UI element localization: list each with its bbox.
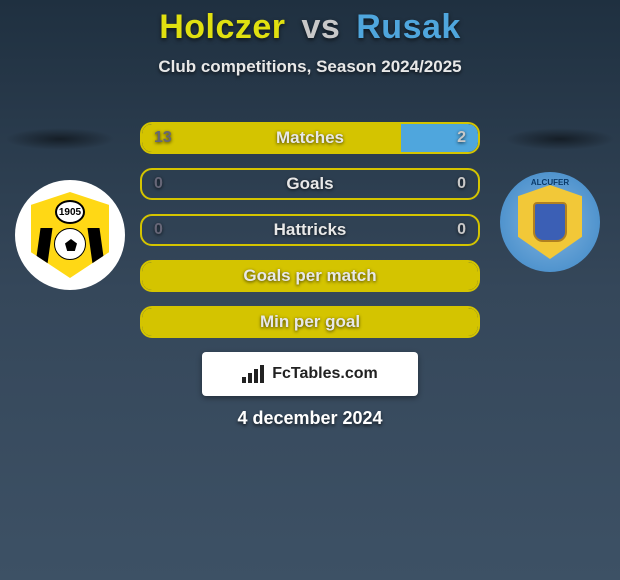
stat-bar-gpm: Goals per match (140, 260, 480, 292)
bars-icon (242, 365, 264, 383)
stat-bar-matches: 13 Matches 2 (140, 122, 480, 154)
stat-bar-hattricks: 0 Hattricks 0 (140, 214, 480, 246)
stat-label: Goals per match (243, 266, 376, 286)
stat-bar-mpg: Min per goal (140, 306, 480, 338)
shield-icon: 1905 (31, 192, 109, 278)
header: Holczer vs Rusak Club competitions, Seas… (0, 0, 620, 77)
subtitle: Club competitions, Season 2024/2025 (0, 57, 620, 77)
stat-label: Hattricks (274, 220, 347, 240)
avatar-shadow-left (5, 128, 115, 150)
stat-value-left: 0 (154, 221, 163, 239)
stat-label: Matches (276, 128, 344, 148)
crest-icon (533, 202, 567, 242)
avatar-shadow-right (505, 128, 615, 150)
club-badge-right: ALCUFER (500, 172, 600, 272)
ball-icon (54, 228, 86, 260)
vs-text: vs (301, 8, 340, 46)
club-badge-left: 1905 (15, 180, 125, 290)
stat-value-left: 0 (154, 175, 163, 193)
stats-bars: 13 Matches 2 0 Goals 0 0 Hattricks 0 Goa… (140, 122, 480, 352)
date-text: 4 december 2024 (0, 408, 620, 429)
player1-name: Holczer (159, 8, 285, 46)
bar-fill-right (401, 124, 478, 152)
brand-text: FcTables.com (272, 365, 378, 383)
stat-value-left: 13 (154, 129, 172, 147)
shield-icon (518, 185, 582, 259)
stat-value-right: 0 (457, 175, 466, 193)
stat-value-right: 0 (457, 221, 466, 239)
stat-value-right: 2 (457, 129, 466, 147)
stat-label: Min per goal (260, 312, 360, 332)
brand-badge[interactable]: FcTables.com (202, 352, 418, 396)
club-year: 1905 (55, 200, 85, 224)
player2-name: Rusak (356, 8, 461, 46)
stat-bar-goals: 0 Goals 0 (140, 168, 480, 200)
page-title: Holczer vs Rusak (0, 8, 620, 47)
stat-label: Goals (286, 174, 333, 194)
bar-fill-left (142, 124, 401, 152)
